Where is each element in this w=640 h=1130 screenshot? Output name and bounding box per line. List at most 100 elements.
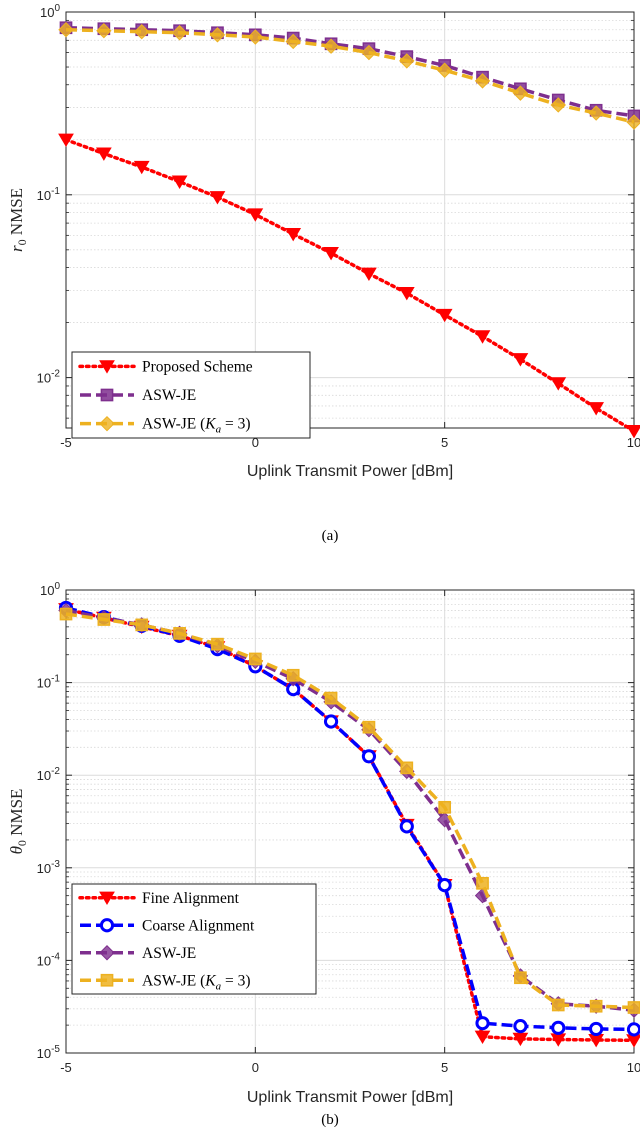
- y-axis-label: θ0 NMSE: [7, 789, 29, 855]
- data-point: [436, 62, 453, 78]
- data-point: [59, 607, 73, 621]
- legend-marker: [99, 918, 115, 933]
- legend-marker: [100, 973, 114, 987]
- y-tick-label: 10-2: [37, 369, 61, 386]
- legend-label: Fine Alignment: [142, 890, 240, 907]
- data-point: [285, 227, 302, 242]
- data-point: [438, 800, 452, 814]
- data-point: [58, 22, 74, 38]
- x-tick-label: 10: [627, 435, 640, 450]
- legend-label: ASW-JE: [142, 387, 196, 404]
- y-tick-label: 10-1: [37, 186, 61, 203]
- data-point: [551, 1020, 566, 1035]
- series-line: [65, 26, 635, 118]
- data-point: [58, 133, 74, 148]
- y-tick-label: 10-3: [37, 859, 61, 876]
- data-point: [286, 668, 300, 682]
- x-axis-label: Uplink Transmit Power [dBm]: [247, 463, 453, 480]
- legend-label: Coarse Alignment: [142, 917, 255, 934]
- data-point: [362, 720, 376, 734]
- data-point: [134, 24, 150, 40]
- figure-caption: (a): [322, 528, 339, 544]
- axes-box: [65, 11, 635, 429]
- legend-label: Proposed Scheme: [142, 358, 253, 375]
- data-point: [474, 73, 491, 89]
- data-point: [627, 1001, 640, 1014]
- data-point: [324, 691, 338, 705]
- data-point: [398, 286, 415, 301]
- data-point: [437, 878, 452, 893]
- data-point: [323, 38, 339, 54]
- legend-marker: [100, 388, 114, 402]
- data-point: [285, 33, 301, 50]
- data-point: [474, 330, 491, 344]
- data-point: [436, 308, 453, 323]
- data-point: [171, 175, 188, 189]
- data-point: [361, 44, 377, 61]
- x-tick-label: 5: [441, 435, 448, 450]
- data-point: [626, 114, 640, 130]
- data-point: [248, 652, 262, 666]
- x-tick-label: -5: [60, 1060, 72, 1075]
- data-point: [399, 53, 415, 69]
- data-point: [211, 637, 224, 651]
- series-line: [64, 138, 636, 433]
- data-point: [247, 29, 264, 45]
- data-point: [589, 1021, 604, 1037]
- data-point: [209, 191, 226, 205]
- legend-marker: [99, 360, 115, 374]
- y-tick-label: 10-4: [37, 951, 61, 968]
- series-line: [65, 612, 635, 1010]
- data-point: [474, 1030, 491, 1044]
- data-point: [588, 402, 605, 416]
- x-tick-label: 5: [441, 1060, 448, 1075]
- legend: Fine Alignment Coarse Alignment ASW-JE ASW-…: [71, 883, 317, 995]
- data-point: [361, 749, 377, 764]
- x-axis-label: Uplink Transmit Power [dBm]: [247, 1089, 453, 1106]
- legend-marker: [99, 945, 115, 961]
- data-point: [399, 819, 414, 834]
- legend-marker: [99, 891, 115, 906]
- series-line: [65, 27, 635, 124]
- figure-caption: (b): [321, 1112, 339, 1128]
- data-point: [551, 998, 565, 1012]
- y-axis-label: r0 NMSE: [7, 188, 29, 252]
- data-point: [588, 105, 604, 121]
- legend-label: ASW-JE (Ka = 3): [142, 416, 251, 436]
- chart-1: 100 10-1 10-2 -5 0 5 10 Proposed Scheme ASW-JE AS…: [7, 3, 640, 544]
- data-point: [135, 618, 149, 632]
- legend-label: ASW-JE: [142, 945, 196, 962]
- x-tick-label: 0: [252, 1060, 259, 1075]
- data-point: [400, 761, 414, 775]
- y-tick-label: 10-1: [37, 674, 61, 691]
- data-point: [247, 208, 264, 222]
- x-tick-label: -5: [60, 435, 72, 450]
- y-tick-label: 10-5: [37, 1044, 61, 1061]
- data-point: [550, 97, 566, 113]
- x-tick-label: 0: [252, 435, 259, 450]
- chart-2: 100 10-1 10-2 10-3 10-4 10-5-5 0 5 10 Fine Alignm…: [7, 581, 640, 1128]
- data-point: [97, 613, 111, 626]
- series-1: [58, 133, 640, 439]
- data-point: [512, 85, 529, 101]
- data-point: [209, 27, 226, 43]
- data-point: [96, 23, 112, 39]
- data-point: [512, 353, 529, 367]
- y-tick-label: 100: [40, 581, 60, 598]
- legend-label: ASW-JE (Ka = 3): [142, 972, 251, 992]
- data-point: [171, 25, 188, 41]
- data-point: [475, 1016, 490, 1031]
- data-point: [512, 1032, 529, 1047]
- data-point: [513, 1019, 528, 1034]
- legend: Proposed Scheme ASW-JE ASW-JE (Ka = 3): [71, 351, 311, 439]
- series-4: [59, 607, 640, 1014]
- data-point: [550, 377, 567, 391]
- data-point: [626, 1022, 640, 1037]
- x-tick-label: 10: [627, 1060, 640, 1075]
- data-point: [323, 246, 339, 261]
- data-point: [133, 160, 150, 175]
- y-tick-label: 10-2: [37, 766, 61, 783]
- legend-marker: [99, 415, 115, 432]
- y-tick-label: 100: [40, 3, 60, 20]
- series-3: [58, 22, 640, 130]
